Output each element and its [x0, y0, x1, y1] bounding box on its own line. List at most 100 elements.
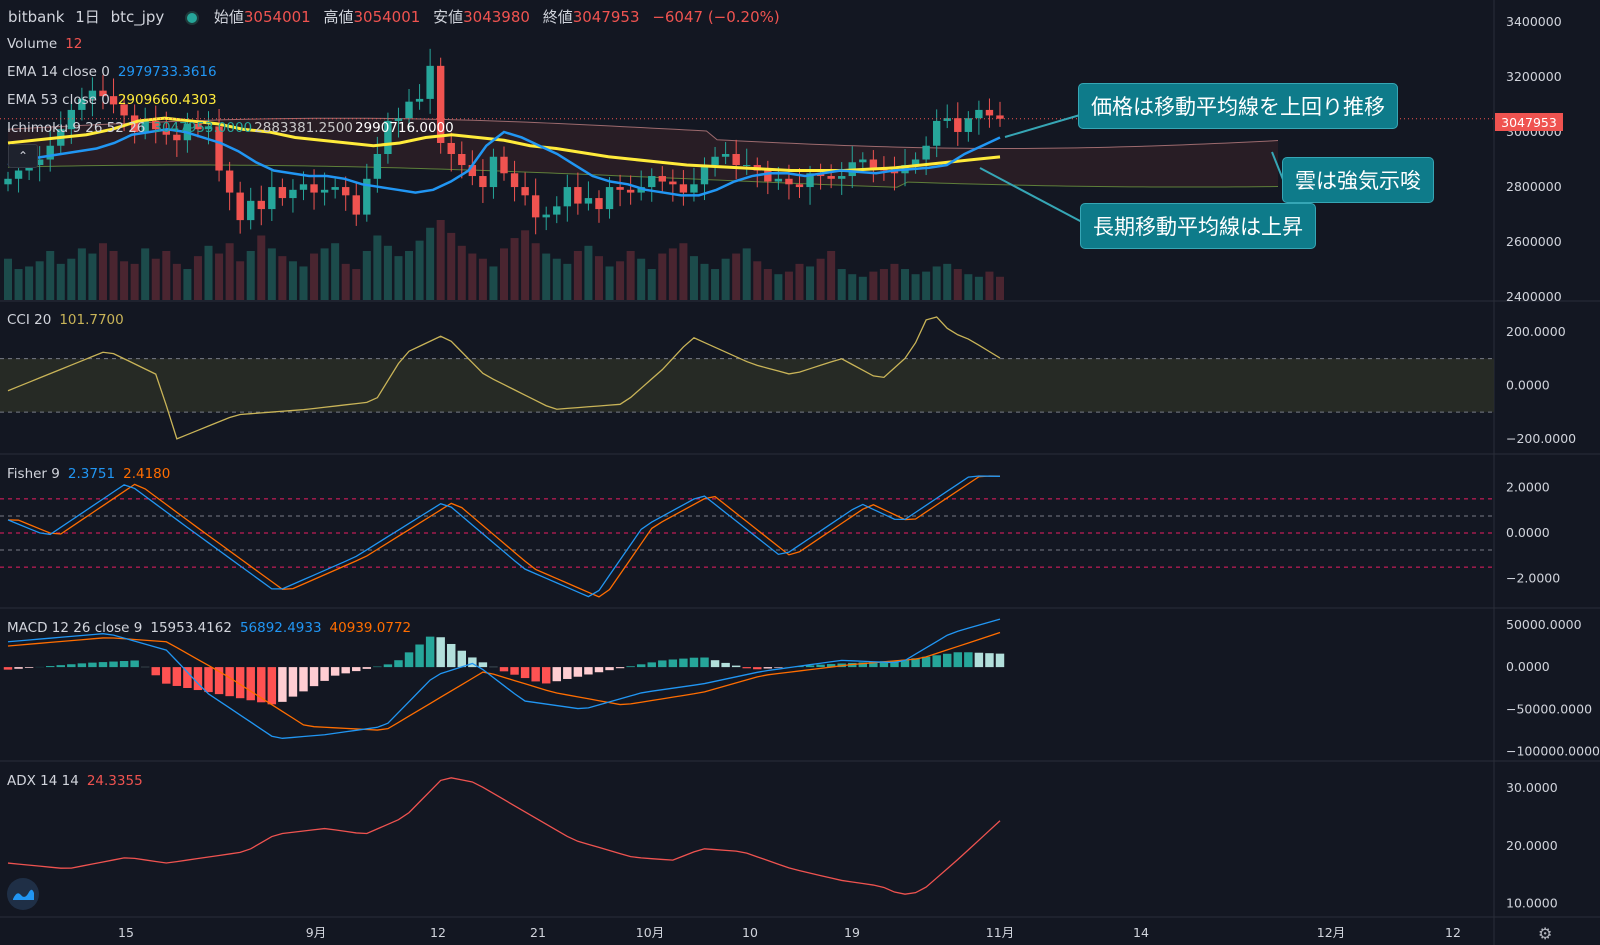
volume-bar [236, 261, 245, 300]
macd-histogram-bar [225, 667, 234, 697]
macd-histogram-bar [858, 662, 868, 668]
macd-name: MACD 12 26 close 9 [7, 620, 143, 636]
ichimoku-name: Ichimoku 9 26 52 26 [7, 120, 146, 136]
fisher-axis-label: −2.0000 [1506, 570, 1560, 585]
macd-histogram-bar [151, 667, 160, 676]
legend-adx[interactable]: ADX 14 14 24.3355 [7, 773, 151, 789]
macd-histogram-bar [636, 664, 646, 668]
candle [605, 177, 614, 219]
time-axis-label: 15 [118, 925, 134, 940]
candle [320, 172, 329, 206]
volume-bar [447, 232, 456, 300]
volume-bar [922, 271, 931, 300]
macd-histogram-bar [731, 665, 741, 668]
macd-axis-label: −50000.0000 [1506, 701, 1592, 716]
volume-name: Volume [7, 36, 58, 52]
price-tag-box [1495, 113, 1563, 131]
macd-histogram-bar [816, 664, 825, 668]
candle [996, 101, 1004, 127]
gear-icon[interactable]: ⚙ [1538, 924, 1553, 943]
macd-histogram-bar [309, 667, 319, 687]
macd-histogram-bar [943, 653, 952, 668]
macd-histogram-bar [246, 667, 255, 701]
low-value: 3043980 [463, 8, 530, 26]
macd-histogram-bar [436, 637, 445, 668]
macd-histogram-bar [658, 660, 667, 668]
price-pane[interactable] [0, 48, 1494, 300]
legend-ema53[interactable]: EMA 53 close 0 2909660.4303 [7, 92, 225, 108]
candle [563, 174, 572, 222]
macd-axis-label: 0.0000 [1506, 659, 1550, 674]
candle [510, 160, 519, 202]
candle [648, 168, 656, 202]
macd-histogram-bar [214, 667, 224, 695]
legend-ichimoku[interactable]: Ichimoku 9 26 52 26 3047953.0000 2883381.2… [7, 120, 462, 136]
time-axis-label: 10月 [636, 925, 664, 940]
candle [78, 87, 86, 121]
macd-pane[interactable] [3, 618, 1005, 739]
adx-pane[interactable] [7, 777, 1001, 895]
volume-bar [584, 245, 593, 300]
chart-header: bitbank 1日 btc_jpy 始値3054001 高値3054001 安… [8, 6, 788, 27]
macd-histogram-bar [985, 653, 994, 668]
candle [458, 141, 466, 179]
volume-bar [637, 258, 646, 300]
macd-histogram-bar [499, 667, 509, 672]
tradingview-logo-icon[interactable] [7, 878, 39, 910]
macd-histogram-bar [478, 662, 488, 668]
symbol-name[interactable]: bitbank [8, 8, 65, 26]
macd-histogram-bar [172, 667, 182, 686]
pair-name[interactable]: btc_jpy [110, 8, 165, 26]
macd-histogram-bar [573, 667, 583, 677]
macd-histogram-bar [257, 667, 266, 703]
interval[interactable]: 1日 [75, 8, 100, 26]
candle [194, 110, 202, 138]
candle [964, 111, 973, 142]
macd-histogram-bar [689, 657, 699, 668]
volume-bar [594, 256, 603, 300]
candle [859, 152, 867, 170]
volume-bar [763, 269, 772, 300]
candle [500, 146, 508, 181]
legend-cci[interactable]: CCI 20 101.7700 [7, 312, 132, 328]
candle [827, 164, 835, 189]
volume-bar [405, 250, 414, 300]
legend-volume[interactable]: Volume 12 [7, 36, 90, 52]
volume-value: 12 [65, 36, 83, 52]
legend-fisher[interactable]: Fisher 9 2.3751 2.4180 [7, 466, 178, 482]
volume-bar [288, 261, 297, 300]
candle [109, 78, 118, 114]
macd-axis-label: −100000.0000 [1506, 744, 1600, 759]
legend-macd[interactable]: MACD 12 26 close 9 15953.4162 56892.4933 40… [7, 620, 419, 636]
status-dot-icon [185, 10, 200, 25]
volume-bar [605, 266, 614, 300]
volume-bar [700, 263, 709, 300]
fisher-v1: 2.3751 [67, 466, 116, 482]
candle [521, 172, 529, 206]
time-axis-label: 19 [844, 925, 860, 940]
macd-histogram-bar [98, 662, 108, 668]
collapse-legend-button[interactable]: ⌃ [8, 144, 38, 168]
volume-bar [267, 248, 276, 300]
macd-histogram-bar [763, 667, 773, 669]
macd-histogram-bar [932, 655, 941, 668]
volume-bar [56, 263, 65, 300]
candle [932, 109, 941, 158]
fisher-pane[interactable] [0, 475, 1494, 598]
ichimoku-span-a [7, 117, 1279, 149]
volume-bar [995, 276, 1005, 300]
chevron-up-icon: ⌃ [17, 149, 29, 163]
cci-pane[interactable] [0, 316, 1494, 440]
legend-ema14[interactable]: EMA 14 close 0 2979733.3616 [7, 64, 225, 80]
close-label: 終値 [542, 8, 573, 26]
macd-histogram-bar [468, 657, 477, 668]
candle [479, 159, 487, 203]
volume-bar [246, 250, 255, 300]
candle [405, 89, 413, 131]
volume-bar [415, 240, 424, 300]
volume-bar [3, 258, 13, 300]
volume-bar [257, 235, 266, 300]
volume-bar [953, 269, 962, 300]
